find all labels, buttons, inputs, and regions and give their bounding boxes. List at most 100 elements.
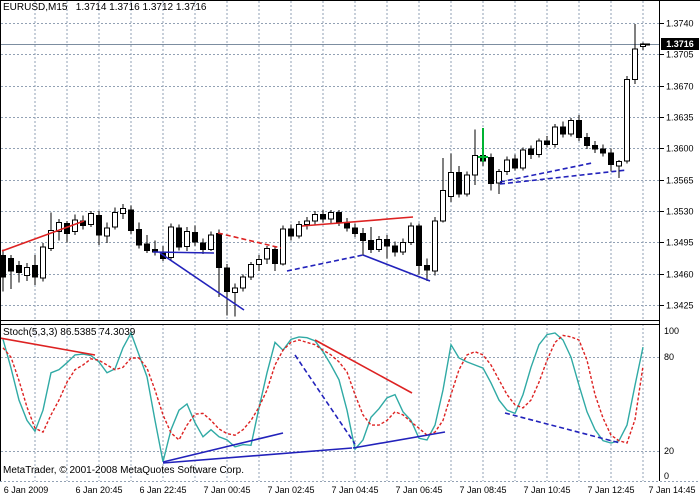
candle xyxy=(312,211,318,226)
candle xyxy=(176,224,182,251)
stoch-trendline-blue-dashed[interactable] xyxy=(504,412,621,444)
candle xyxy=(496,168,502,194)
stoch-trendline-blue-solid[interactable] xyxy=(162,447,353,464)
price-axis-label: 1.3495 xyxy=(666,238,694,248)
candle xyxy=(24,262,30,281)
current-price-box: 1.3716 xyxy=(661,38,699,50)
candle xyxy=(560,121,566,138)
trendline-blue-solid[interactable] xyxy=(159,252,245,311)
trendline-red-solid[interactable] xyxy=(1,220,85,252)
candle xyxy=(552,124,558,148)
time-axis-label: 7 Jan 04:45 xyxy=(331,485,378,495)
candle xyxy=(40,243,46,282)
stoch-trendline-blue-solid[interactable] xyxy=(352,431,446,449)
stoch-axis-label: 80 xyxy=(664,352,674,362)
time-axis-label: 6 Jan 2009 xyxy=(4,485,49,495)
candle xyxy=(472,129,478,185)
trendline-red-solid[interactable] xyxy=(301,216,414,227)
candle xyxy=(8,254,14,289)
candle xyxy=(128,205,134,235)
time-axis-label: 7 Jan 14:45 xyxy=(648,485,695,495)
candle xyxy=(376,236,382,253)
candle xyxy=(536,138,542,158)
candle xyxy=(96,211,102,245)
candle xyxy=(464,171,470,197)
candle xyxy=(120,203,126,219)
candle xyxy=(544,135,550,148)
trendline-blue-solid[interactable] xyxy=(152,251,215,254)
candle xyxy=(440,158,446,223)
stoch-axis-label: 20 xyxy=(664,446,674,456)
price-axis-label: 1.3460 xyxy=(666,270,694,280)
candle xyxy=(296,220,302,239)
price-axis-label: 1.3600 xyxy=(666,144,694,154)
candle xyxy=(344,218,350,232)
candle xyxy=(432,217,438,276)
candle xyxy=(280,225,286,266)
trendline-blue-dashed[interactable] xyxy=(499,169,628,185)
stoch-signal-line xyxy=(2,334,644,444)
price-axis-label: 1.3530 xyxy=(666,207,694,217)
time-axis-label: 7 Jan 08:45 xyxy=(459,485,506,495)
candle xyxy=(168,223,174,260)
candle xyxy=(136,222,142,249)
trendline-blue-solid[interactable] xyxy=(362,254,431,282)
candle xyxy=(352,223,358,237)
candle xyxy=(456,166,462,198)
candle xyxy=(512,154,518,171)
stochastic-indicator-label: Stoch(5,3,3) 86.5385 74.3039 xyxy=(3,327,136,338)
candle xyxy=(360,228,366,256)
time-axis-label: 6 Jan 22:45 xyxy=(139,485,186,495)
candle xyxy=(112,207,118,230)
candle xyxy=(88,211,94,228)
stoch-trendline-blue-dashed[interactable] xyxy=(294,354,356,445)
stoch-trendline-red-solid[interactable] xyxy=(314,339,413,394)
candle xyxy=(0,249,6,292)
candle xyxy=(264,245,270,264)
candle xyxy=(64,220,70,243)
trendline-blue-dashed[interactable] xyxy=(286,254,364,272)
candle xyxy=(600,144,606,157)
stoch-axis-label: 0 xyxy=(664,471,669,481)
candle xyxy=(200,238,206,254)
stoch-trendline-blue-solid[interactable] xyxy=(162,432,284,463)
candle xyxy=(504,156,510,176)
copyright-text: MetaTrader, © 2001-2008 MetaQuotes Softw… xyxy=(3,465,245,476)
candle xyxy=(608,148,614,172)
candle xyxy=(48,212,54,252)
price-axis-label: 1.3740 xyxy=(666,19,694,29)
candle xyxy=(32,254,38,286)
time-axis-label: 6 Jan 20:45 xyxy=(75,485,122,495)
time-axis-label: 7 Jan 00:45 xyxy=(203,485,250,495)
symbol-ohlc-header: EURUSD,M15 1.3714 1.3716 1.3712 1.3716 xyxy=(3,2,207,13)
candle xyxy=(568,117,574,137)
candle xyxy=(448,153,454,202)
candle xyxy=(256,254,262,271)
stoch-main-line xyxy=(2,331,644,462)
candle xyxy=(272,245,278,271)
price-axis-label: 1.3635 xyxy=(666,113,694,123)
trendline-red-dashed[interactable] xyxy=(217,232,282,249)
candle xyxy=(416,223,422,275)
candle xyxy=(592,141,598,153)
candle xyxy=(584,133,590,150)
candle xyxy=(400,238,406,255)
time-axis-label: 7 Jan 10:45 xyxy=(523,485,570,495)
candle xyxy=(488,153,494,191)
candle xyxy=(408,222,414,245)
price-axis-label: 1.3705 xyxy=(666,50,694,60)
time-axis-label: 7 Jan 12:45 xyxy=(587,485,634,495)
candle xyxy=(248,262,254,280)
stoch-axis-label: 100 xyxy=(664,326,679,336)
candle xyxy=(320,210,326,223)
candle xyxy=(224,263,230,316)
candle xyxy=(240,274,246,292)
candle xyxy=(624,75,630,164)
price-axis-label: 1.3670 xyxy=(666,82,694,92)
stoch-trendline-red-solid[interactable] xyxy=(0,337,96,356)
candle xyxy=(520,147,526,171)
candle xyxy=(328,210,334,224)
candle xyxy=(216,229,222,297)
